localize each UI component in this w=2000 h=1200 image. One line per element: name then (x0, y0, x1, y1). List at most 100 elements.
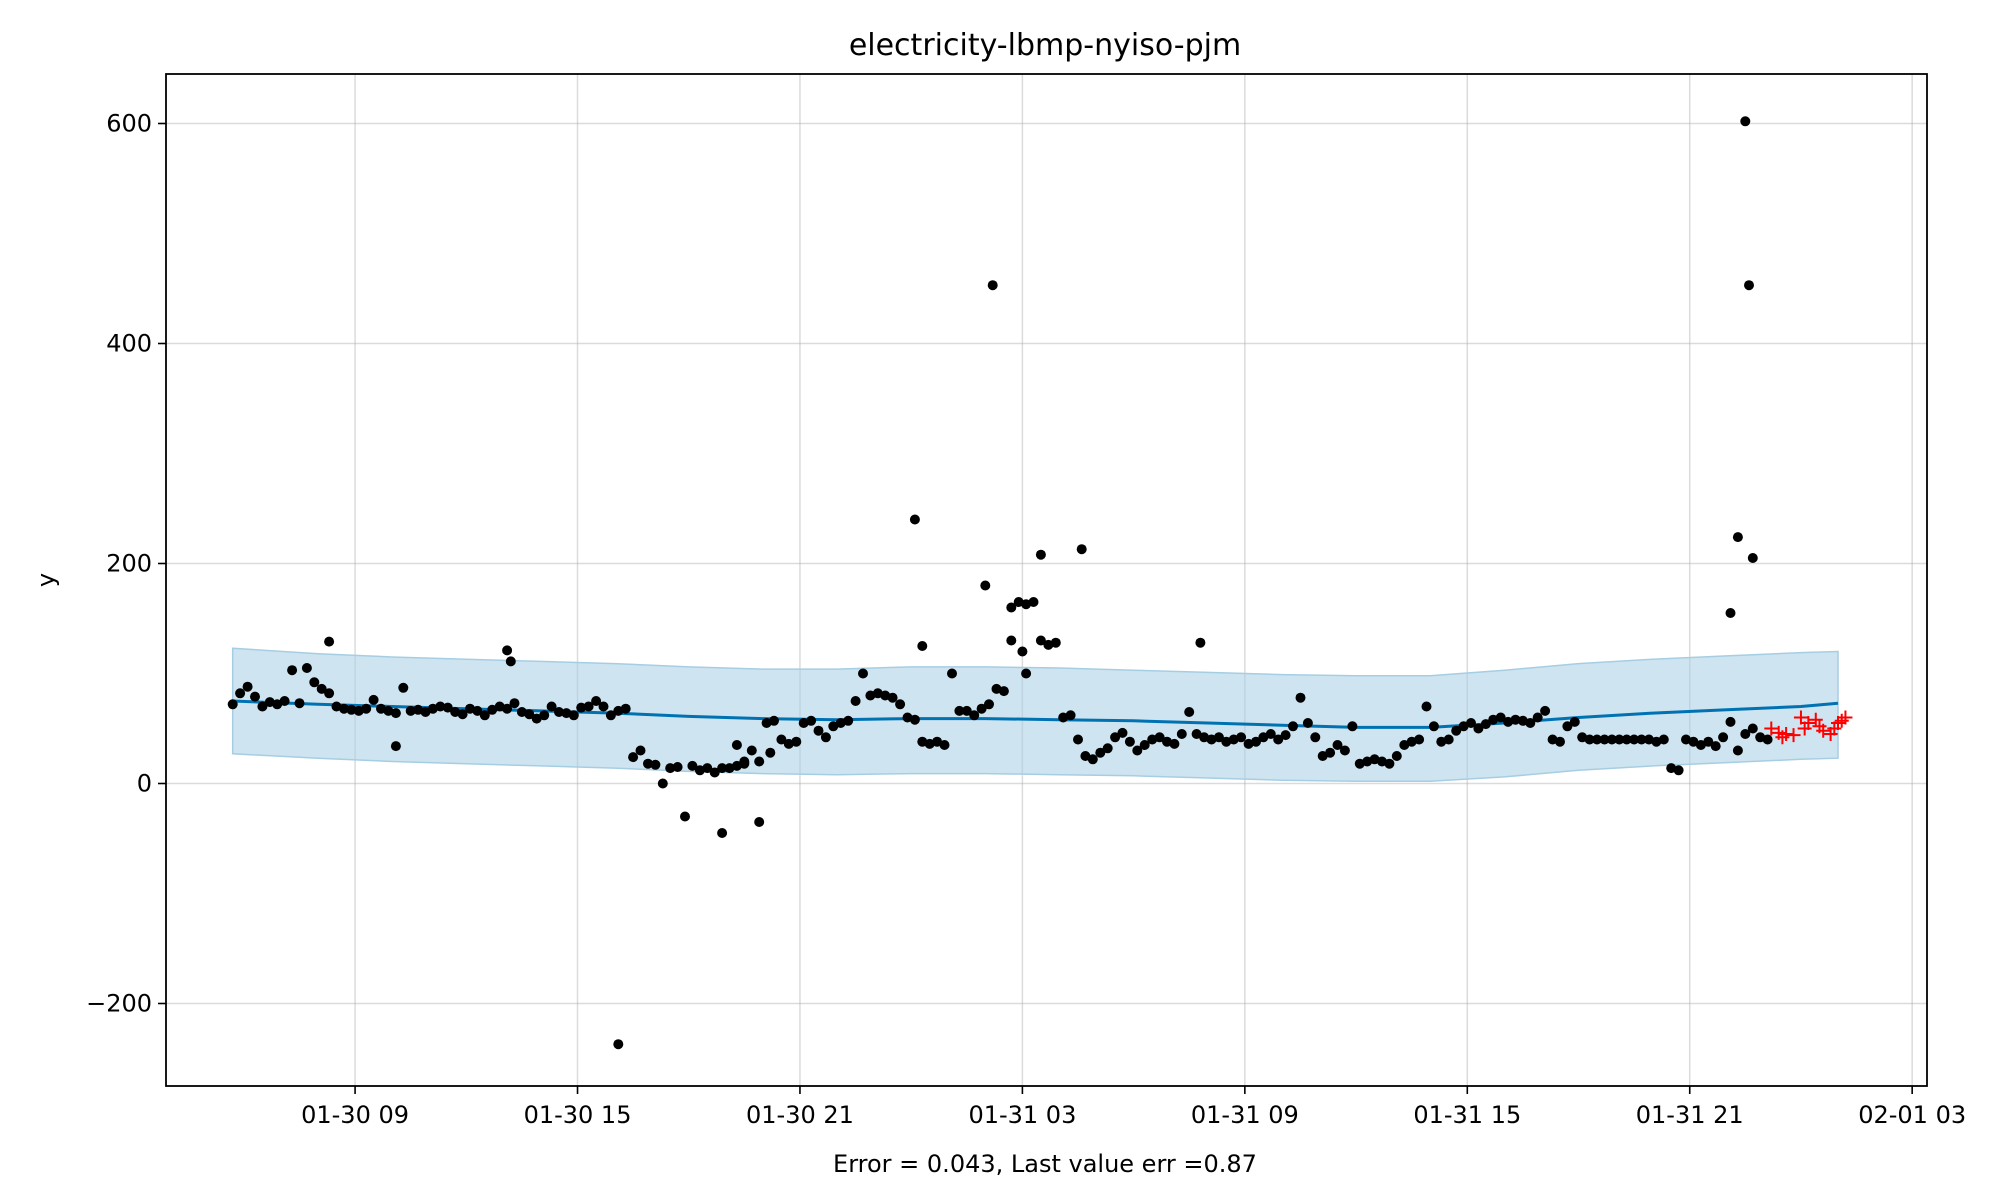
observed-point (1614, 734, 1625, 745)
observed-point (1095, 747, 1106, 758)
uncertainty-band (231, 647, 1839, 783)
uncertainty-band-area (231, 647, 1839, 783)
observed-point (628, 752, 639, 763)
observed-point (227, 699, 238, 710)
observed-point (405, 705, 416, 716)
observed-point (702, 763, 713, 774)
observed-point (1139, 740, 1150, 750)
observed-point (368, 694, 379, 705)
observed-point (1017, 646, 1028, 657)
observed-point (843, 715, 854, 726)
observed-point (1169, 738, 1180, 749)
x-tick-label: 01-31 15 (1413, 1101, 1521, 1129)
observed-point (954, 705, 965, 716)
observed-point (687, 760, 698, 771)
observed-point (598, 701, 609, 712)
observed-point (680, 811, 690, 822)
observed-point (1251, 736, 1261, 747)
observed-point (316, 683, 327, 694)
observed-point (987, 280, 998, 291)
observed-point (1495, 712, 1506, 723)
observed-point (1744, 280, 1754, 291)
observed-point (1510, 714, 1521, 725)
observed-point (1532, 712, 1543, 723)
observed-point (1124, 736, 1135, 747)
observed-point (1569, 716, 1580, 727)
observed-point (1584, 734, 1595, 745)
observed-point (754, 817, 765, 827)
observed-point (1073, 734, 1083, 745)
observed-point (887, 692, 898, 703)
observed-point (1428, 721, 1439, 732)
x-tick-label: 01-31 09 (1191, 1101, 1299, 1129)
observed-point (1050, 637, 1061, 648)
observed-point (1288, 721, 1298, 732)
observed-point (1555, 736, 1565, 747)
observed-point (242, 681, 253, 692)
observed-point (472, 705, 483, 716)
observed-point (479, 710, 490, 721)
observed-point (505, 656, 516, 667)
observed-point (1384, 758, 1395, 769)
observed-point (1562, 721, 1573, 732)
observed-point (502, 703, 513, 714)
observed-point (390, 741, 401, 752)
observed-point (1273, 734, 1284, 745)
observed-point (1488, 714, 1499, 725)
y-tick-label: 200 (106, 550, 152, 578)
observed-point (1732, 745, 1743, 756)
observed-point (1310, 732, 1321, 743)
observed-point (1592, 734, 1602, 745)
observed-point (1718, 732, 1729, 743)
observed-point (1740, 116, 1751, 127)
future-point (1816, 723, 1831, 738)
observed-point (665, 763, 676, 774)
observed-point (1110, 732, 1121, 743)
observed-point (783, 738, 794, 749)
observed-point (1295, 692, 1306, 703)
observed-point (969, 710, 980, 721)
observed-point (339, 703, 349, 714)
observed-point (961, 705, 972, 716)
observed-point (1236, 732, 1247, 743)
observed-point (858, 668, 868, 679)
observed-point (1747, 553, 1758, 563)
y-axis-label: y (32, 573, 60, 587)
observed-point (1021, 668, 1032, 679)
observed-point (1154, 732, 1165, 743)
observed-point (1006, 635, 1017, 646)
observed-point (1629, 734, 1640, 745)
observed-point (1540, 705, 1551, 716)
observed-point (813, 725, 824, 736)
observed-point (1747, 723, 1758, 734)
x-tick-label: 01-31 03 (968, 1101, 1076, 1129)
observed-point (1421, 701, 1432, 712)
observed-point (806, 715, 817, 726)
observed-point (672, 762, 683, 772)
future-point (1801, 716, 1816, 730)
observed-point (917, 641, 928, 651)
observed-point (1076, 544, 1087, 555)
observed-point (1725, 608, 1736, 618)
observed-point (502, 645, 513, 656)
observed-point (620, 703, 631, 714)
future-point (1779, 727, 1794, 741)
observed-point (1688, 736, 1699, 747)
x-axis-label: Error = 0.043, Last value err =0.87 (833, 1150, 1257, 1178)
plot-area-frame (165, 73, 1928, 1087)
observed-point (835, 718, 846, 728)
observed-point (717, 763, 728, 774)
observed-point (591, 696, 602, 706)
observed-point (524, 709, 535, 720)
observed-point (1525, 718, 1536, 728)
observed-point (731, 740, 742, 750)
observed-point (257, 701, 268, 712)
observed-point (1473, 723, 1484, 734)
observed-point (850, 696, 861, 706)
x-gridlines (354, 74, 1913, 1086)
observed-point (895, 699, 906, 710)
x-tick-label: 02-01 03 (1858, 1101, 1966, 1129)
x-tick-label: 01-30 21 (746, 1101, 854, 1129)
x-axis-ticks: 01-30 09 01-30 15 01-30 21 01-31 03 01-31 09… (301, 1086, 1966, 1129)
